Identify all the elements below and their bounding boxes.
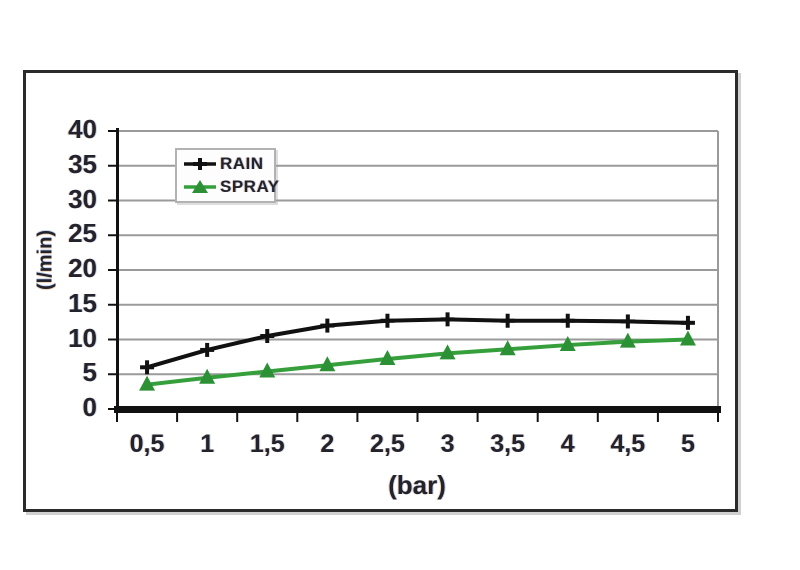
legend-label-spray: SPRAY	[220, 177, 280, 197]
figure-frame	[23, 70, 738, 512]
x-tick-label: 1	[200, 430, 215, 458]
x-tick-label: 2	[320, 430, 335, 458]
x-axis-title: (bar)	[388, 470, 446, 500]
x-tick-label: 2,5	[370, 430, 405, 458]
x-tick-label: 3	[440, 430, 455, 458]
y-tick-label: 30	[68, 183, 97, 214]
spray-triangle-marker-icon	[184, 180, 216, 194]
x-tick-label: 4,5	[610, 430, 646, 458]
x-tick-label: 1,5	[249, 430, 285, 458]
x-tick-label: 0,5	[129, 430, 165, 458]
y-tick-label: 10	[68, 322, 97, 353]
series-markers-spray	[139, 330, 696, 391]
x-tick-label: 3,5	[490, 430, 526, 458]
y-tick-label: 5	[82, 357, 97, 388]
x-tick-label: 5	[680, 430, 695, 458]
chart-legend: RAIN SPRAY	[175, 148, 279, 203]
y-tick-label: 20	[68, 253, 97, 283]
gridlines	[117, 130, 718, 376]
series-line-spray	[145, 337, 690, 387]
y-tick-label: 15	[68, 287, 97, 318]
legend-entry-spray: SPRAY	[183, 176, 279, 198]
legend-label-rain: RAIN	[220, 153, 264, 173]
legend-entry-rain: RAIN	[183, 153, 274, 175]
rain-plus-marker-icon	[184, 157, 216, 170]
y-tick-label: 40	[68, 114, 97, 144]
tick-marks	[108, 130, 719, 422]
series-line-rain	[145, 317, 690, 370]
x-tick-label: 4	[560, 430, 575, 458]
y-tick-label: 35	[68, 148, 97, 179]
y-tick-label: 25	[68, 218, 97, 249]
y-tick-label: 0	[82, 392, 97, 422]
series-markers-rain	[140, 312, 695, 375]
